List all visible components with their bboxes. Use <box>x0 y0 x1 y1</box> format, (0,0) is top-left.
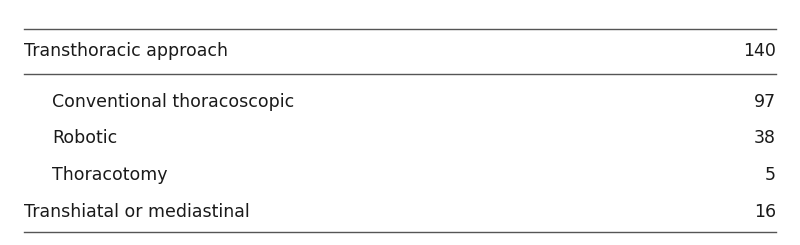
Text: Conventional thoracoscopic: Conventional thoracoscopic <box>52 93 294 111</box>
Text: Robotic: Robotic <box>52 129 118 147</box>
Text: Transthoracic approach: Transthoracic approach <box>24 42 228 61</box>
Text: 38: 38 <box>754 129 776 147</box>
Text: Thoracotomy: Thoracotomy <box>52 166 167 184</box>
Text: Transhiatal or mediastinal: Transhiatal or mediastinal <box>24 203 250 221</box>
Text: 140: 140 <box>743 42 776 61</box>
Text: 16: 16 <box>754 203 776 221</box>
Text: 97: 97 <box>754 93 776 111</box>
Text: 5: 5 <box>765 166 776 184</box>
